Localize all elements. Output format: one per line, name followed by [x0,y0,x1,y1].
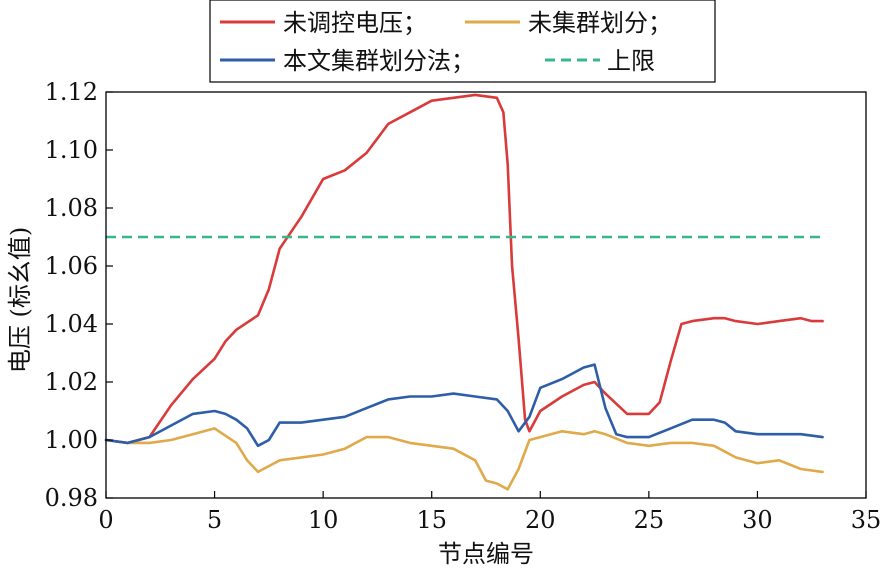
legend-label-uncontrolled: 未调控电压； [283,9,427,37]
legend-label-no-cluster: 未集群划分； [528,9,672,37]
legend-label-proposed: 本文集群划分法； [283,47,475,75]
series-line-no-cluster [104,427,824,491]
y-tick-label: 0.98 [45,484,98,512]
y-tick-label: 1.04 [45,310,98,338]
x-tick-label: 35 [851,506,882,534]
x-tick-label: 20 [525,506,556,534]
y-tick-label: 1.00 [45,426,98,454]
x-axis-label: 节点编号 [438,540,534,568]
y-tick-label: 1.12 [45,78,98,106]
x-tick-label: 25 [634,506,665,534]
legend-label-upper-limit: 上限 [607,47,655,75]
x-tick-label: 0 [98,506,113,534]
y-tick-label: 1.06 [45,252,98,280]
y-tick-label: 1.10 [45,136,98,164]
plot-layer [104,93,824,491]
legend: 未调控电压； 未集群划分； 本文集群划分法； 上限 [209,0,716,83]
x-axis-ticks: 0 5 10 15 20 25 30 35 [98,491,881,534]
x-tick-label: 5 [207,506,222,534]
series-line-proposed [104,363,824,448]
x-tick-label: 30 [742,506,773,534]
y-axis-label: 电压 (标幺值) [6,227,34,373]
y-axis-ticks: 0.98 1.00 1.02 1.04 1.06 1.08 1.10 1.12 [45,78,113,512]
y-tick-label: 1.08 [45,194,98,222]
legend-box [209,0,716,83]
y-tick-label: 1.02 [45,368,98,396]
x-tick-label: 10 [308,506,339,534]
plot-frame [105,91,867,499]
series-line-uncontrolled [104,93,824,445]
x-tick-label: 15 [416,506,447,534]
